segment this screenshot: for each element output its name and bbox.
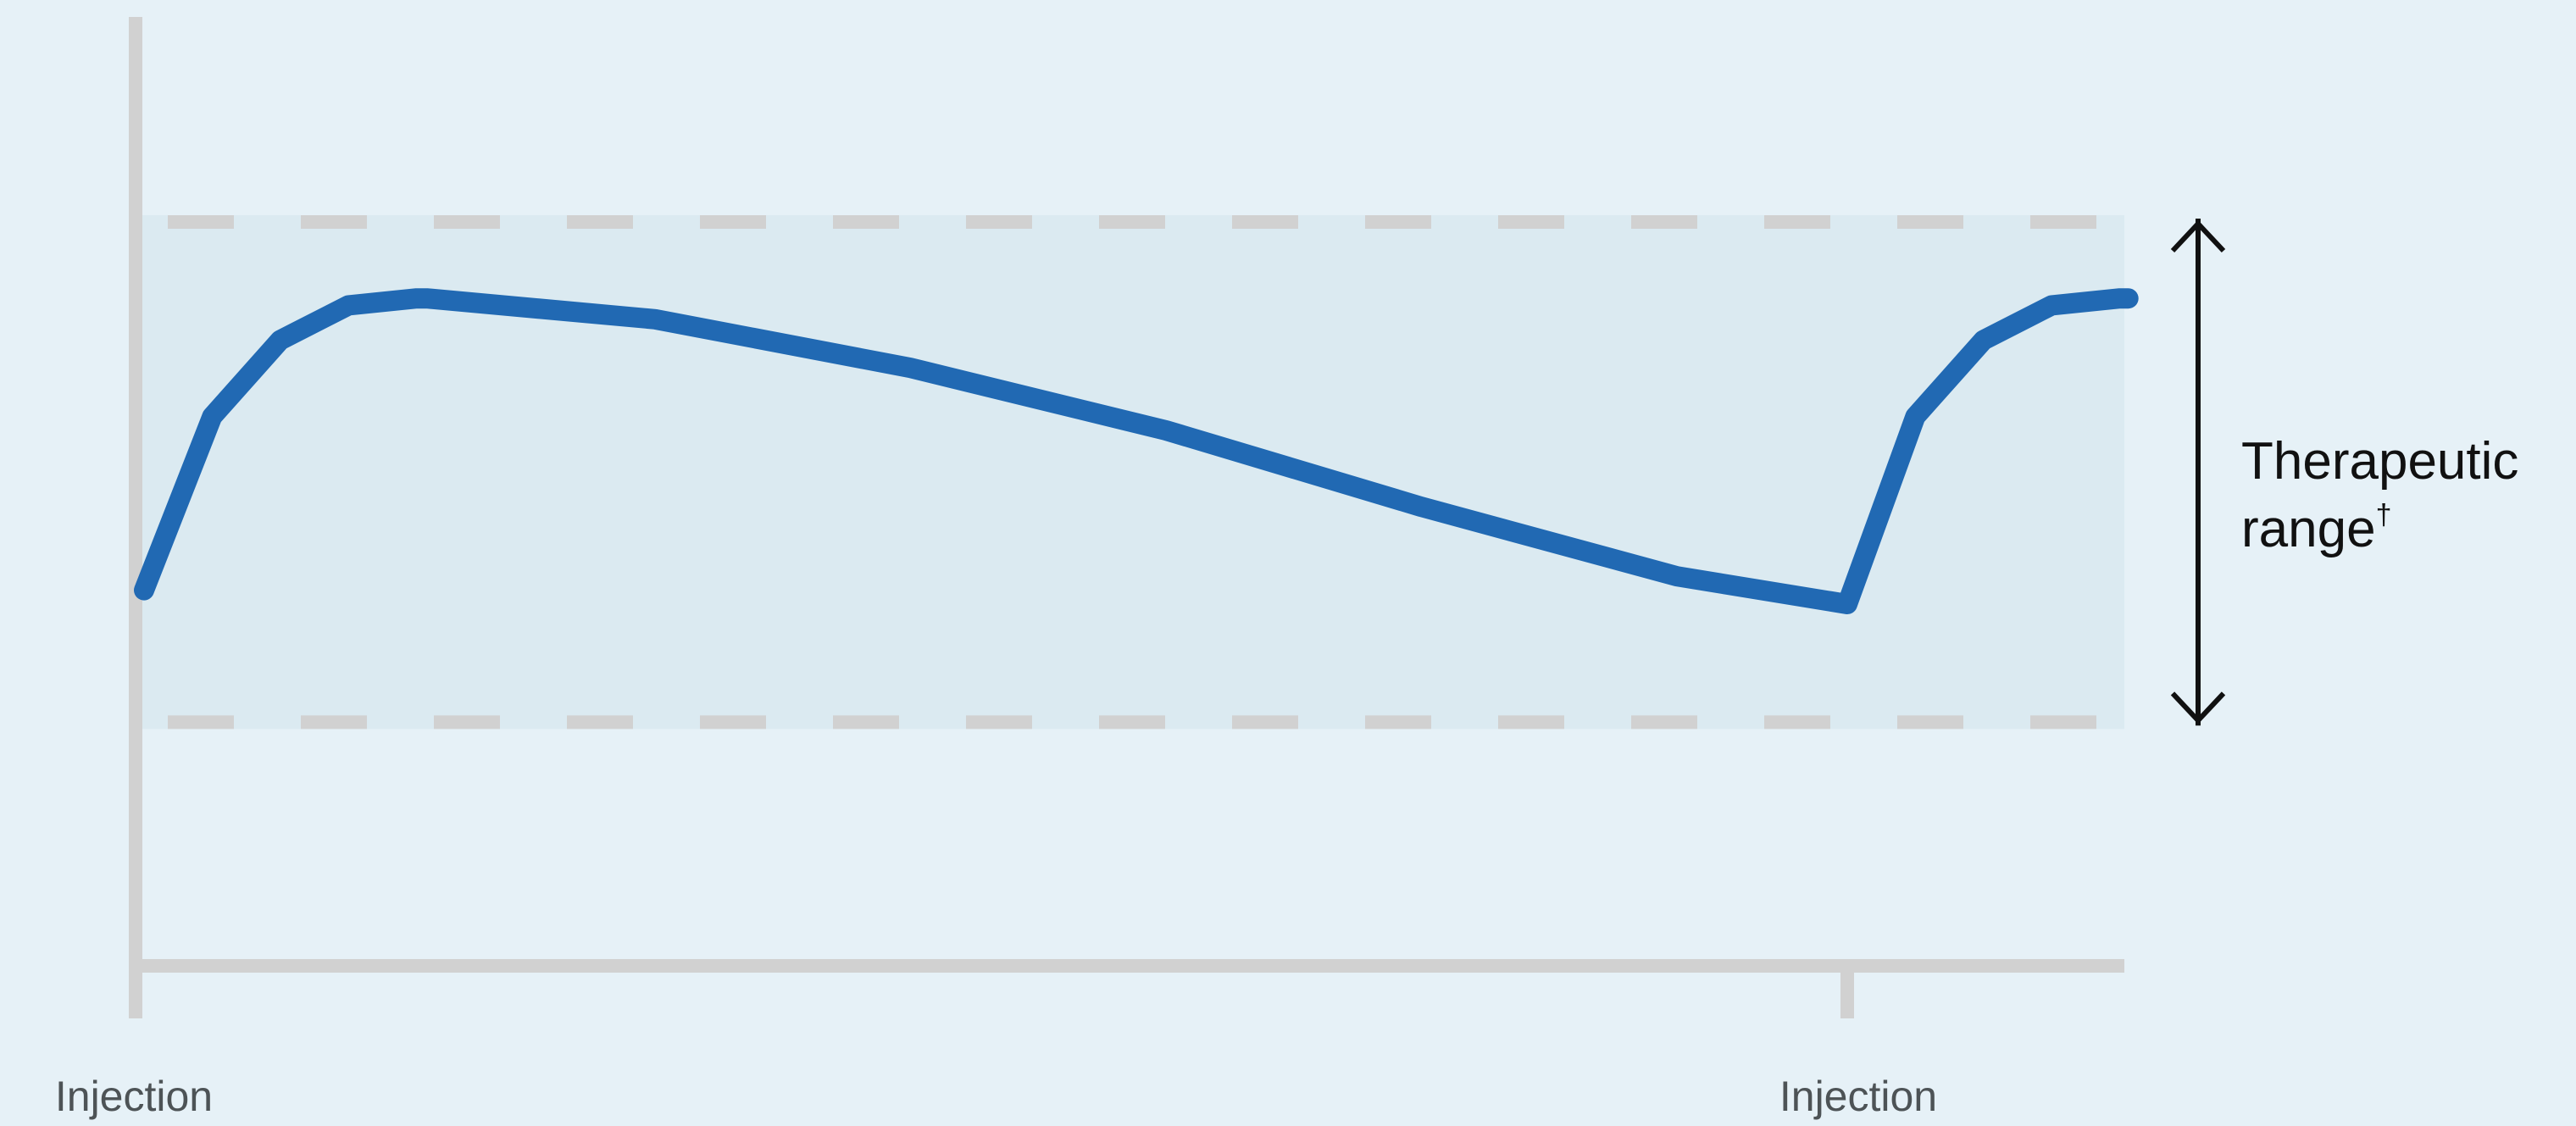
x-tick-label-injection-2: Injection <box>1779 1073 1937 1120</box>
series-layer <box>134 288 2139 614</box>
range-label-dagger: † <box>2376 499 2392 531</box>
range-arrow-head-down <box>2170 691 2226 724</box>
range-arrow-head-up <box>2170 219 2226 253</box>
range-label-word: range <box>2241 500 2376 558</box>
range-label-line-1: Therapeutic <box>2241 432 2518 491</box>
label-layer: Injection Injection Therapeutic range† <box>55 432 2519 1120</box>
range-arrow-layer <box>2170 219 2226 726</box>
x-tick-label-injection-1: Injection <box>55 1073 213 1120</box>
range-label-line-2: range† <box>2241 499 2392 558</box>
concentration-curve-1 <box>134 288 2139 614</box>
axes <box>129 17 2124 1018</box>
